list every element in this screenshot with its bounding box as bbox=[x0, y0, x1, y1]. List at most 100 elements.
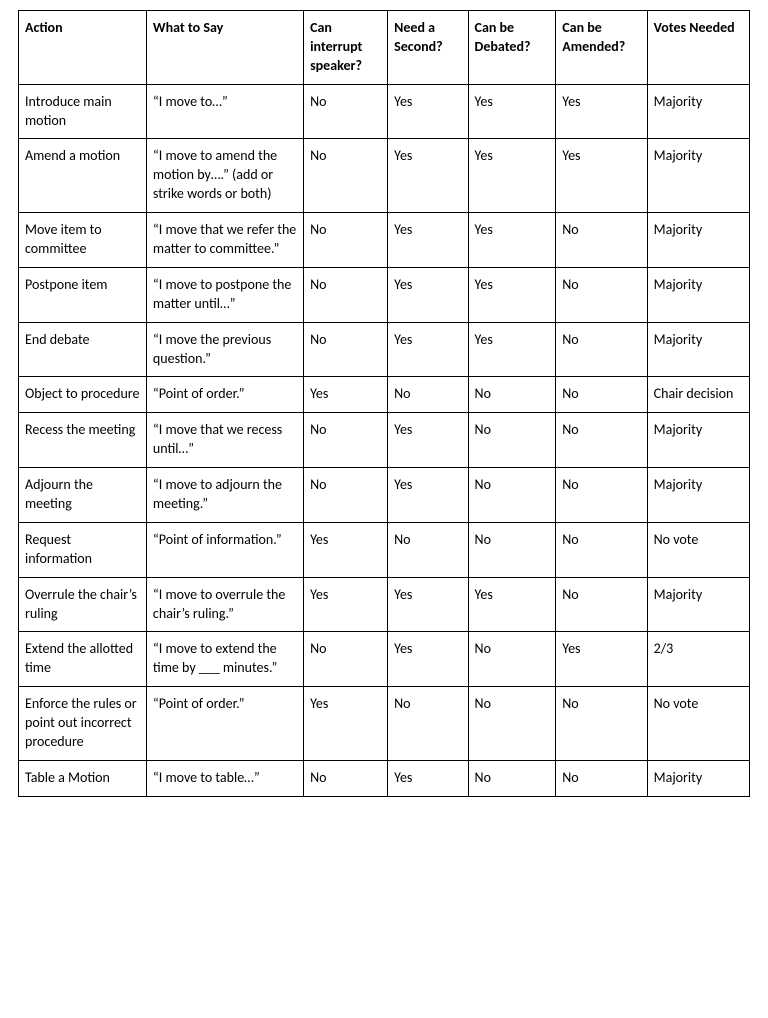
table-cell: Majority bbox=[647, 413, 749, 468]
table-cell: No bbox=[304, 139, 388, 213]
table-header: Action What to Say Can interrupt speaker… bbox=[19, 11, 750, 85]
table-cell: No bbox=[556, 468, 647, 523]
table-cell: Introduce main motion bbox=[19, 84, 147, 139]
table-cell: Chair decision bbox=[647, 377, 749, 413]
table-cell: Yes bbox=[388, 413, 468, 468]
table-cell: No bbox=[304, 632, 388, 687]
col-interrupt: Can interrupt speaker? bbox=[304, 11, 388, 85]
table-cell: No bbox=[468, 760, 556, 796]
table-cell: Postpone item bbox=[19, 267, 147, 322]
table-cell: Yes bbox=[304, 577, 388, 632]
table-cell: “I move to extend the time by ___ minute… bbox=[146, 632, 303, 687]
table-row: Request information“Point of information… bbox=[19, 522, 750, 577]
table-cell: Overrule the chair’s ruling bbox=[19, 577, 147, 632]
table-cell: Yes bbox=[468, 139, 556, 213]
table-cell: No bbox=[468, 468, 556, 523]
table-cell: Yes bbox=[468, 213, 556, 268]
table-cell: No bbox=[556, 522, 647, 577]
table-cell: No bbox=[304, 760, 388, 796]
table-cell: Majority bbox=[647, 213, 749, 268]
table-cell: Yes bbox=[304, 687, 388, 761]
table-row: End debate“I move the previous question.… bbox=[19, 322, 750, 377]
table-cell: No bbox=[304, 213, 388, 268]
table-cell: Yes bbox=[468, 322, 556, 377]
table-cell: Yes bbox=[468, 84, 556, 139]
table-cell: No bbox=[388, 522, 468, 577]
table-cell: Yes bbox=[388, 267, 468, 322]
table-cell: No bbox=[304, 468, 388, 523]
table-cell: No bbox=[468, 632, 556, 687]
table-cell: Yes bbox=[388, 322, 468, 377]
table-cell: Majority bbox=[647, 84, 749, 139]
table-cell: Yes bbox=[304, 522, 388, 577]
header-row: Action What to Say Can interrupt speaker… bbox=[19, 11, 750, 85]
table-cell: Table a Motion bbox=[19, 760, 147, 796]
col-second: Need a Second? bbox=[388, 11, 468, 85]
table-cell: “Point of order.” bbox=[146, 687, 303, 761]
table-cell: Yes bbox=[556, 139, 647, 213]
table-cell: No vote bbox=[647, 687, 749, 761]
table-cell: No bbox=[304, 322, 388, 377]
table-cell: Recess the meeting bbox=[19, 413, 147, 468]
table-cell: Yes bbox=[388, 632, 468, 687]
table-cell: “I move to table…” bbox=[146, 760, 303, 796]
table-cell: No bbox=[556, 267, 647, 322]
table-cell: Majority bbox=[647, 322, 749, 377]
table-cell: No bbox=[468, 377, 556, 413]
table-cell: Majority bbox=[647, 760, 749, 796]
table-cell: “Point of information.” bbox=[146, 522, 303, 577]
table-cell: Yes bbox=[304, 377, 388, 413]
table-cell: No bbox=[556, 687, 647, 761]
col-what-to-say: What to Say bbox=[146, 11, 303, 85]
table-cell: Adjourn the meeting bbox=[19, 468, 147, 523]
table-cell: 2/3 bbox=[647, 632, 749, 687]
table-cell: No bbox=[304, 267, 388, 322]
table-row: Extend the allotted time“I move to exten… bbox=[19, 632, 750, 687]
table-cell: “I move the previous question.” bbox=[146, 322, 303, 377]
table-cell: Majority bbox=[647, 267, 749, 322]
table-cell: No bbox=[304, 413, 388, 468]
table-cell: Yes bbox=[388, 213, 468, 268]
table-cell: Extend the allotted time bbox=[19, 632, 147, 687]
table-cell: Yes bbox=[468, 577, 556, 632]
table-row: Adjourn the meeting“I move to adjourn th… bbox=[19, 468, 750, 523]
table-row: Move item to committee“I move that we re… bbox=[19, 213, 750, 268]
table-cell: No bbox=[556, 213, 647, 268]
table-row: Object to procedure“Point of order.”Yes N… bbox=[19, 377, 750, 413]
table-row: Amend a motion“I move to amend the motio… bbox=[19, 139, 750, 213]
table-cell: “I move to adjourn the meeting.” bbox=[146, 468, 303, 523]
table-cell: Object to procedure bbox=[19, 377, 147, 413]
table-cell: “I move to amend the motion by….” (add o… bbox=[146, 139, 303, 213]
col-votes: Votes Needed bbox=[647, 11, 749, 85]
table-cell: Majority bbox=[647, 468, 749, 523]
table-cell: Yes bbox=[388, 760, 468, 796]
table-cell: Yes bbox=[556, 632, 647, 687]
col-action: Action bbox=[19, 11, 147, 85]
table-cell: Yes bbox=[388, 139, 468, 213]
table-cell: “I move that we refer the matter to comm… bbox=[146, 213, 303, 268]
table-cell: Request information bbox=[19, 522, 147, 577]
table-cell: No bbox=[556, 413, 647, 468]
table-row: Postpone item“I move to postpone the mat… bbox=[19, 267, 750, 322]
table-cell: “I move to postpone the matter until…” bbox=[146, 267, 303, 322]
table-row: Enforce the rules or point out incorrect… bbox=[19, 687, 750, 761]
table-row: Table a Motion“I move to table…”NoYesNoN… bbox=[19, 760, 750, 796]
table-cell: “I move that we recess until…” bbox=[146, 413, 303, 468]
table-cell: Amend a motion bbox=[19, 139, 147, 213]
table-cell: Move item to committee bbox=[19, 213, 147, 268]
motions-table: Action What to Say Can interrupt speaker… bbox=[18, 10, 750, 797]
table-cell: Yes bbox=[388, 577, 468, 632]
table-cell: “I move to overrule the chair’s ruling.” bbox=[146, 577, 303, 632]
table-body: Introduce main motion“I move to…”NoYesYe… bbox=[19, 84, 750, 796]
table-cell: “I move to…” bbox=[146, 84, 303, 139]
table-cell: No bbox=[468, 687, 556, 761]
table-cell: “Point of order.” bbox=[146, 377, 303, 413]
table-cell: Yes bbox=[388, 468, 468, 523]
table-cell: No bbox=[556, 322, 647, 377]
table-cell: No bbox=[556, 760, 647, 796]
table-cell: Enforce the rules or point out incorrect… bbox=[19, 687, 147, 761]
table-cell: No vote bbox=[647, 522, 749, 577]
table-row: Recess the meeting“I move that we recess… bbox=[19, 413, 750, 468]
table-cell: No bbox=[556, 377, 647, 413]
table-cell: No bbox=[304, 84, 388, 139]
